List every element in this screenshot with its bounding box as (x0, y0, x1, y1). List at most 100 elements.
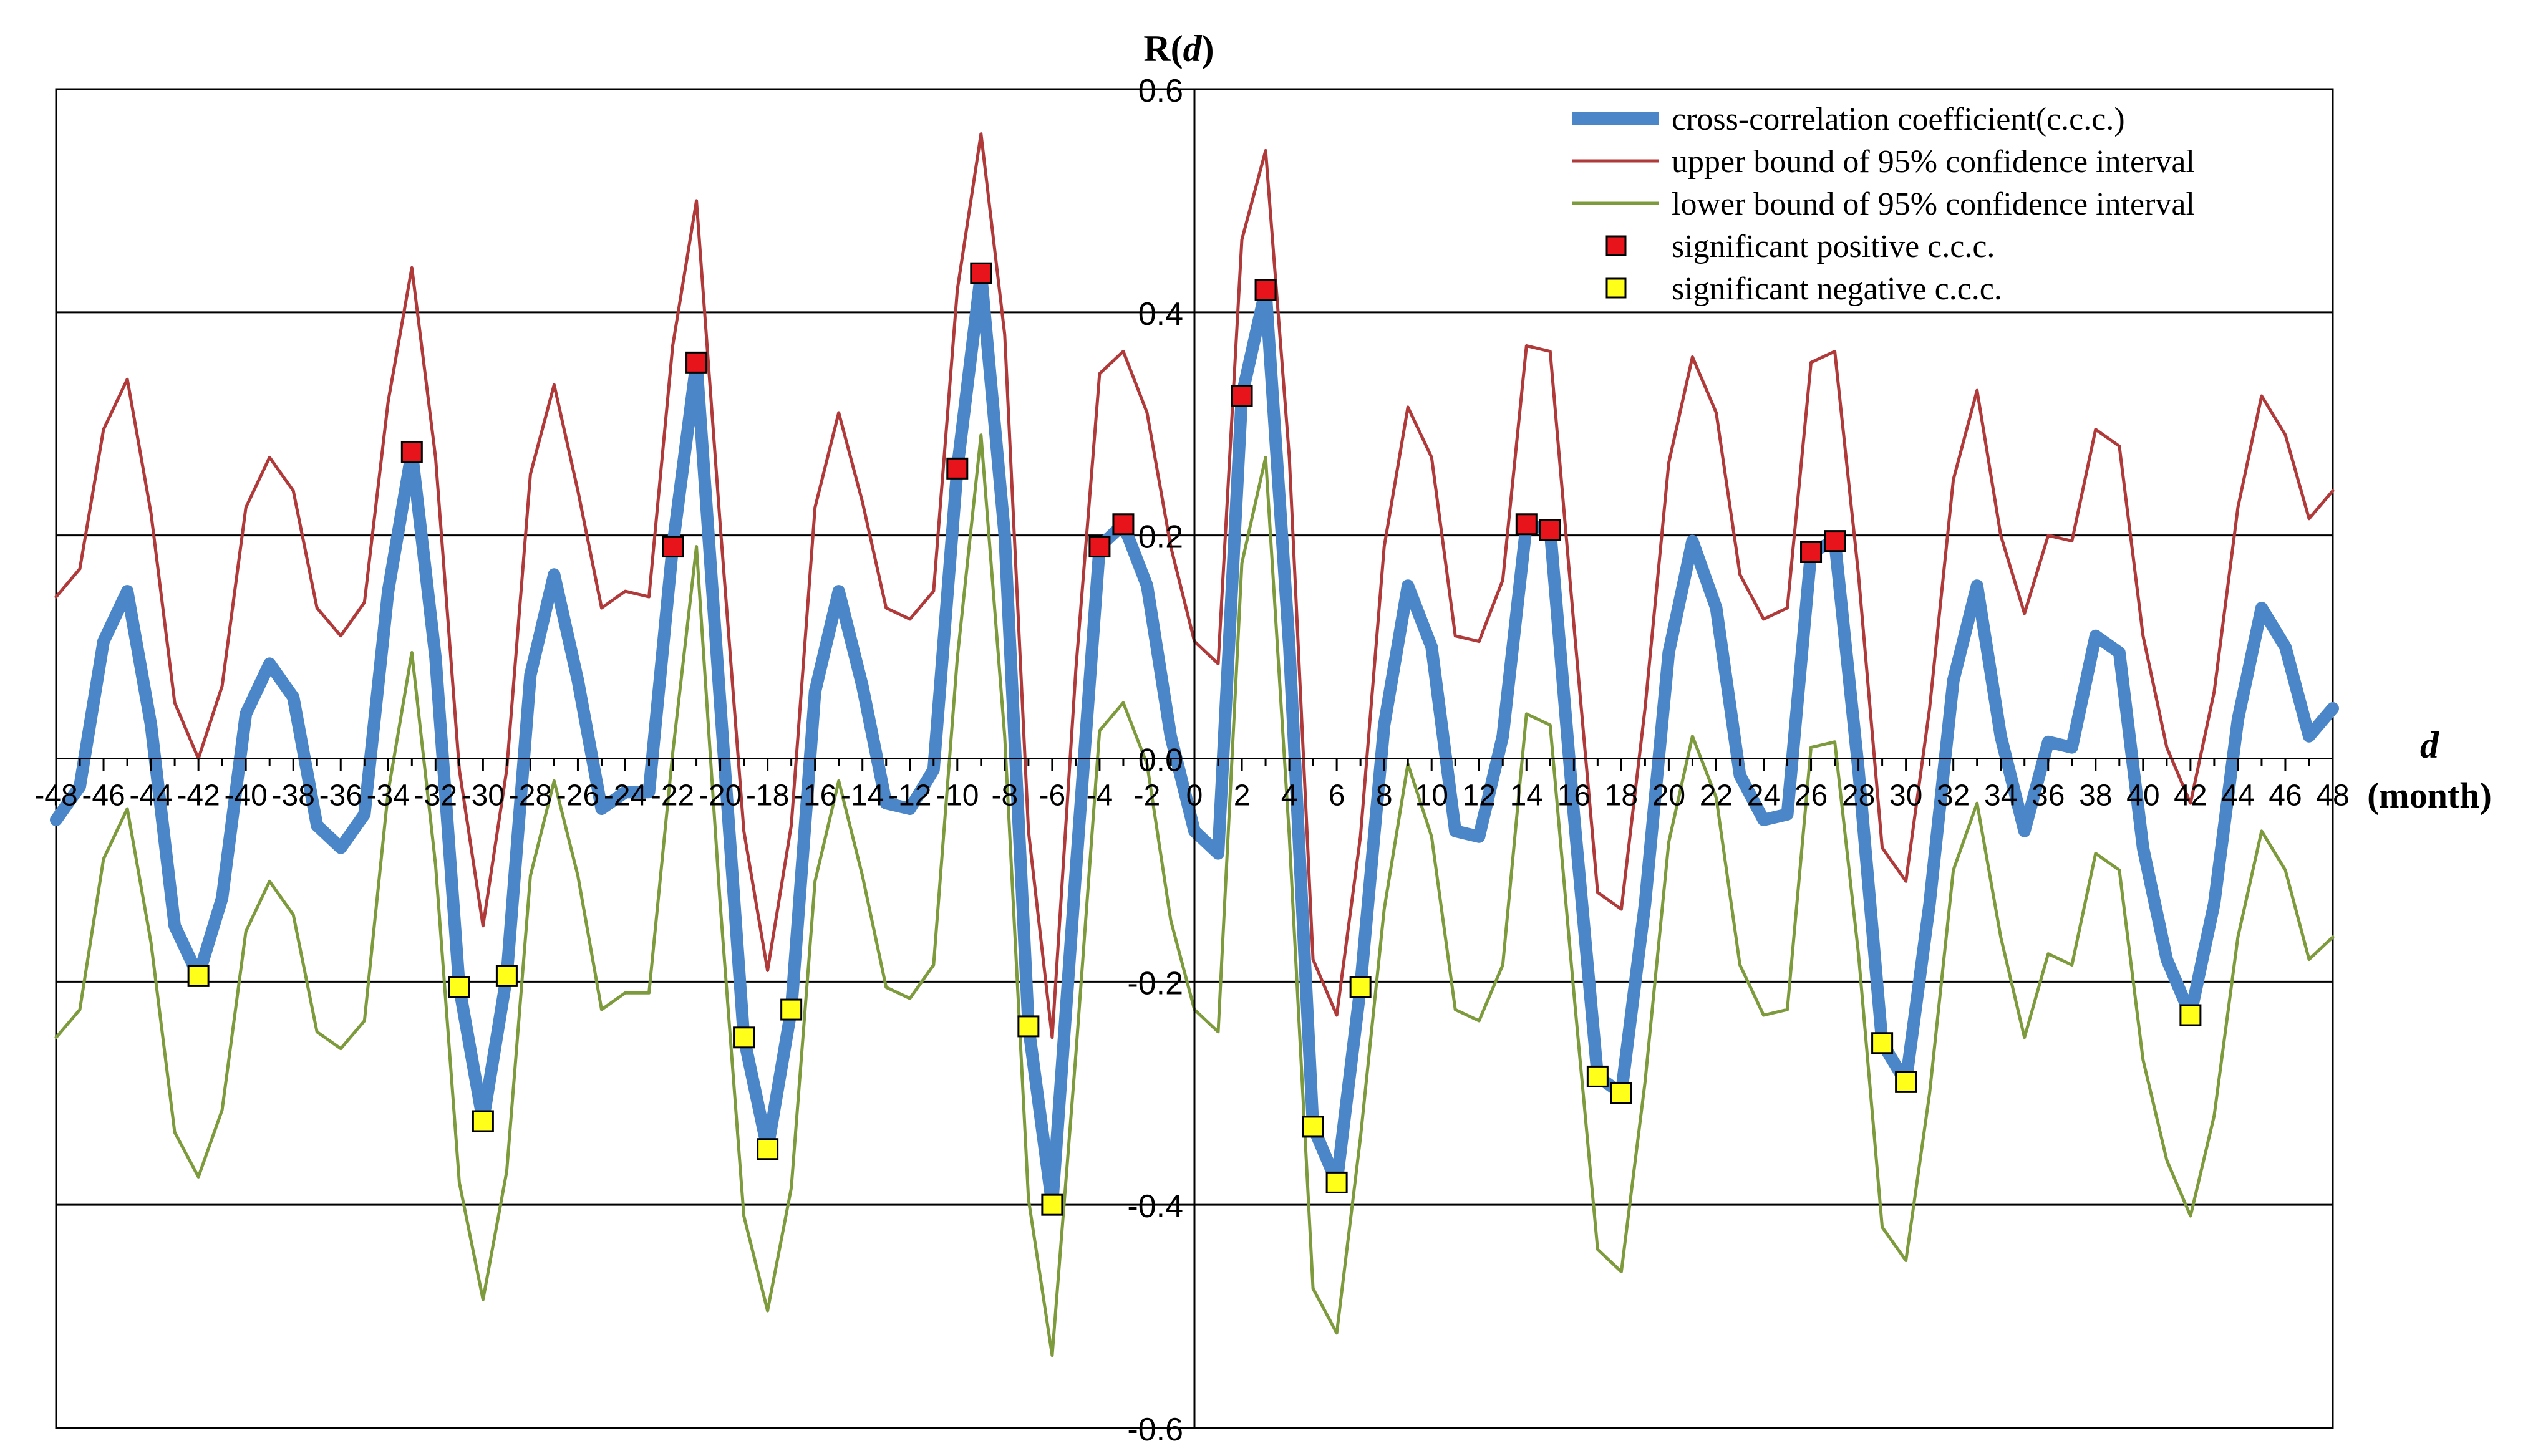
legend-negative-label: significant negative c.c.c. (1672, 271, 2002, 307)
negative-marker (733, 1026, 755, 1049)
x-tick-label: 22 (1700, 779, 1733, 812)
x-tick-label: -34 (367, 779, 410, 812)
x-tick-label: 48 (2316, 779, 2349, 812)
positive-marker (400, 440, 423, 463)
x-tick-label: -10 (936, 779, 979, 812)
x-tick-label: 6 (1329, 779, 1345, 812)
x-tick-label: -2 (1134, 779, 1161, 812)
legend-positive-swatch (1605, 235, 1627, 256)
negative-marker (780, 998, 803, 1021)
legend: cross-correlation coefficient(c.c.c.) upp… (1572, 102, 2195, 307)
negative-marker (1610, 1082, 1632, 1104)
positive-marker (1539, 519, 1561, 541)
x-tick-label: 36 (2032, 779, 2065, 812)
y-tick-label: 0.4 (1138, 296, 1183, 332)
y-tick-label: -0.6 (1127, 1412, 1183, 1448)
x-tick-label: -32 (414, 779, 457, 812)
x-tick-label: -12 (888, 779, 931, 812)
positive-marker (946, 457, 969, 480)
x-tick-label: 44 (2221, 779, 2254, 812)
negative-marker (1017, 1015, 1040, 1038)
y-tick-label: -0.2 (1127, 965, 1183, 1001)
legend-negative-swatch (1605, 277, 1627, 299)
x-tick-label: -6 (1039, 779, 1066, 812)
x-tick-label: 28 (1842, 779, 1875, 812)
legend-upper-label: upper bound of 95% confidence interval (1672, 144, 2195, 180)
negative-marker (1325, 1171, 1348, 1193)
legend-ccc-label: cross-correlation coefficient(c.c.c.) (1672, 102, 2125, 137)
positive-marker (1231, 385, 1253, 407)
x-tick-label: -30 (462, 779, 505, 812)
negative-marker (448, 976, 470, 998)
axes: -0.6-0.4-0.20.00.20.40.6-48 -46 -44 -42 -40-… (34, 73, 2349, 1448)
x-tick-label: 46 (2269, 779, 2302, 812)
negative-marker (1871, 1032, 1894, 1054)
x-tick-label: -8 (991, 779, 1018, 812)
positive-marker (1112, 513, 1135, 536)
negative-marker (757, 1138, 779, 1160)
x-tick-label: 20 (1652, 779, 1685, 812)
x-tick-label: 30 (1889, 779, 1922, 812)
x-tick-label: 12 (1463, 779, 1496, 812)
negative-marker (187, 965, 210, 987)
x-tick-label: -4 (1087, 779, 1113, 812)
x-tick-label: -26 (556, 779, 599, 812)
x-tick-label: 8 (1376, 779, 1393, 812)
x-tick-label: 32 (1937, 779, 1970, 812)
x-tick-label: 2 (1234, 779, 1251, 812)
x-tick-label: -20 (699, 779, 742, 812)
x-tick-label: 24 (1747, 779, 1780, 812)
x-tick-label: 0 (1186, 779, 1203, 812)
x-tick-label: 14 (1510, 779, 1543, 812)
negative-marker (1895, 1071, 1917, 1093)
y-tick-label: 0.0 (1138, 743, 1183, 779)
legend-lower-label: lower bound of 95% confidence interval (1672, 186, 2195, 222)
x-tick-label: 4 (1281, 779, 1298, 812)
legend-positive-label: significant positive c.c.c. (1672, 229, 1995, 264)
x-tick-label: -22 (651, 779, 694, 812)
x-tick-label: 38 (2079, 779, 2112, 812)
x-tick-label: 42 (2174, 779, 2207, 812)
positive-marker (970, 262, 992, 284)
x-tick-label: -44 (129, 779, 172, 812)
x-axis-title-unit: (month) (2367, 775, 2492, 816)
x-tick-label: 18 (1605, 779, 1638, 812)
negative-marker (1349, 976, 1372, 998)
negative-marker (1302, 1116, 1324, 1138)
x-tick-label: -48 (34, 779, 77, 812)
x-tick-label: 26 (1794, 779, 1828, 812)
x-tick-label: -36 (319, 779, 362, 812)
x-tick-label: -14 (841, 779, 884, 812)
x-tick-label: -46 (82, 779, 125, 812)
negative-marker (2179, 1004, 2202, 1026)
positive-marker (1254, 279, 1277, 301)
negative-marker (495, 965, 518, 987)
y-tick-label: 0.2 (1138, 519, 1183, 556)
x-tick-label: -42 (177, 779, 220, 812)
positive-marker (662, 536, 684, 558)
positive-marker (685, 351, 708, 374)
x-tick-label: -40 (224, 779, 267, 812)
negative-marker (1041, 1193, 1063, 1216)
positive-marker (1088, 536, 1111, 558)
y-axis-title: R(d) (1143, 28, 1214, 69)
x-tick-label: -28 (509, 779, 552, 812)
x-axis-title-var: d (2420, 725, 2439, 766)
x-tick-label: 10 (1415, 779, 1448, 812)
significance-markers (187, 262, 2202, 1216)
negative-marker (472, 1110, 494, 1132)
x-tick-label: 34 (1984, 779, 2017, 812)
x-tick-label: -38 (272, 779, 315, 812)
y-tick-label: -0.4 (1127, 1188, 1183, 1225)
positive-marker (1515, 513, 1538, 536)
x-tick-label: 16 (1557, 779, 1591, 812)
x-tick-label: -24 (604, 779, 647, 812)
positive-marker (1800, 541, 1823, 564)
negative-marker (1586, 1065, 1609, 1087)
y-tick-label: 0.6 (1138, 73, 1183, 109)
x-tick-label: -16 (793, 779, 836, 812)
x-tick-label: -18 (746, 779, 789, 812)
positive-marker (1824, 530, 1846, 552)
x-tick-label: 40 (2126, 779, 2159, 812)
